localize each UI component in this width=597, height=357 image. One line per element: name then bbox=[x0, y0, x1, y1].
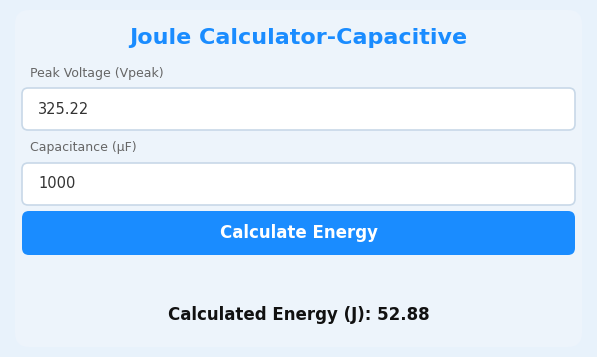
FancyBboxPatch shape bbox=[22, 211, 575, 255]
Text: 325.22: 325.22 bbox=[38, 101, 89, 116]
Text: Calculated Energy (J): 52.88: Calculated Energy (J): 52.88 bbox=[168, 306, 429, 324]
Text: Peak Voltage (Vpeak): Peak Voltage (Vpeak) bbox=[30, 66, 164, 80]
Text: 1000: 1000 bbox=[38, 176, 75, 191]
Text: Capacitance (μF): Capacitance (μF) bbox=[30, 141, 137, 155]
FancyBboxPatch shape bbox=[15, 10, 582, 347]
FancyBboxPatch shape bbox=[22, 88, 575, 130]
Text: Calculate Energy: Calculate Energy bbox=[220, 224, 377, 242]
Text: Joule Calculator-Capacitive: Joule Calculator-Capacitive bbox=[130, 28, 467, 48]
FancyBboxPatch shape bbox=[22, 163, 575, 205]
